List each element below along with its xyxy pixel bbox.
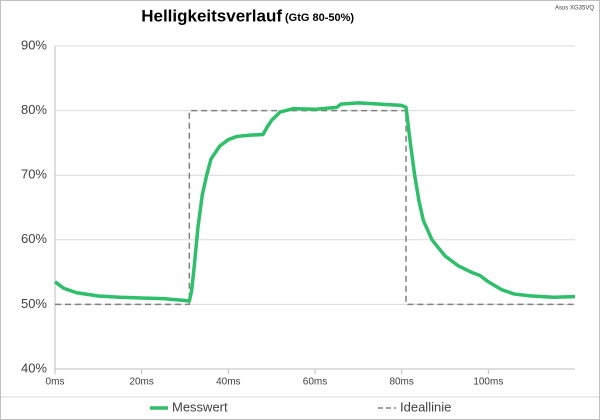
x-tick-label: 40ms [216,377,240,388]
line-series [53,101,576,303]
legend-label: Messwert [172,399,228,414]
annotation: Asus XG35VQ [555,6,594,12]
x-tick-label: 20ms [129,377,153,388]
x-tick-label: 0ms [46,377,65,388]
y-tick-label: 60% [21,231,47,246]
line-series [55,109,575,306]
x-tick-label: 60ms [303,377,327,388]
legend-label: Ideallinie [400,399,451,414]
y-tick-label: 50% [21,296,47,311]
y-tick-label: 70% [21,167,47,182]
chart-title: Helligkeitsverlauf [141,6,282,25]
x-tick-label: 80ms [389,377,413,388]
y-tick-label: 80% [21,102,47,117]
y-tick-label: 40% [21,360,47,375]
y-tick-label: 90% [21,37,47,52]
x-tick-label: 100ms [473,377,503,388]
chart-subtitle: (GtG 80-50%) [285,12,354,24]
